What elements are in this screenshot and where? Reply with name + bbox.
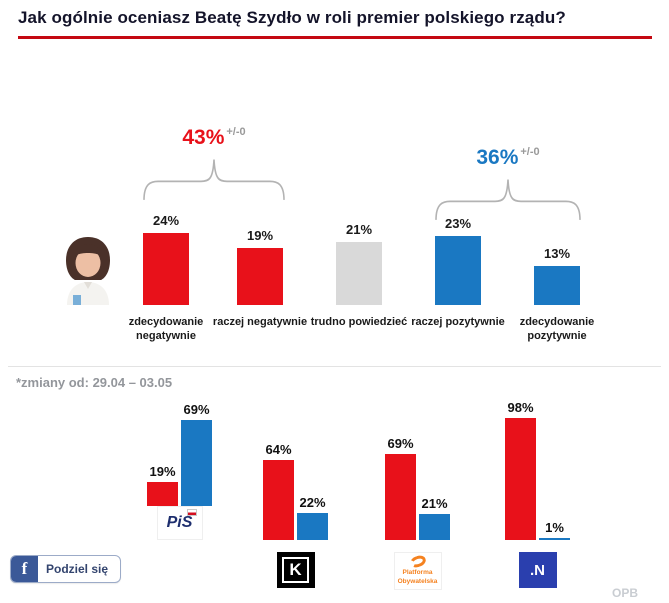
rating-bar-column: 19%raczej negatywnie	[237, 228, 283, 305]
bar-blue	[181, 420, 212, 506]
bar-value-label: 21%	[421, 496, 447, 511]
watermark: OPB	[612, 586, 638, 600]
bar-pair: 69% 21%	[385, 436, 450, 540]
party-logo-po: Platforma Obywatelska	[394, 552, 442, 590]
party-group-pis: 19% 69% PiS	[147, 402, 212, 540]
bar-red	[385, 454, 416, 540]
bar-value-label: 64%	[265, 442, 291, 457]
facebook-icon: f	[11, 555, 38, 583]
aggregate-value: 43%	[182, 126, 224, 149]
bar-value-label: 13%	[544, 246, 570, 261]
bar-pair: 98% 1%	[505, 400, 570, 541]
party-logo-label: K	[282, 557, 308, 583]
bar-value-label: 98%	[507, 400, 533, 415]
bar-value-label: 19%	[247, 228, 273, 243]
rating-bar-column: 13%zdecydowanie pozytywnie	[534, 246, 580, 305]
bar-value-label: 24%	[153, 213, 179, 228]
bar-category-label: raczej pozytywnie	[408, 315, 508, 329]
bar-value-label: 22%	[299, 495, 325, 510]
bar-value-label: 21%	[346, 222, 372, 237]
beata-szydlo-photo	[54, 232, 122, 305]
party-logo-label: .N	[530, 562, 545, 579]
footnote: *zmiany od: 29.04 – 03.05	[16, 375, 172, 390]
aggregate-negative-total: 43% +/-0	[143, 126, 285, 201]
party-group-kukiz: 64%22%K	[263, 442, 328, 540]
bar-red	[237, 248, 283, 305]
bar-red	[505, 418, 536, 541]
bar-gray	[336, 242, 382, 305]
party-group-n: 98%1%.N	[505, 400, 570, 541]
aggregate-change: +/-0	[226, 126, 245, 138]
rating-bar-column: 23%raczej pozytywnie	[435, 216, 481, 305]
bar-category-label: zdecydowanie negatywnie	[116, 315, 216, 344]
bar-value-label: 19%	[149, 464, 175, 479]
party-logo-label: PiS	[167, 514, 193, 532]
bar-category-label: zdecydowanie pozytywnie	[507, 315, 607, 344]
party-group-po: 69%21%Platforma Obywatelska	[385, 436, 450, 540]
share-button-label: Podziel się	[46, 562, 108, 576]
rating-bar-column: 24%zdecydowanie negatywnie	[143, 213, 189, 305]
facebook-share-button[interactable]: f Podziel się	[10, 555, 121, 583]
bar-category-label: trudno powiedzieć	[309, 315, 409, 329]
bar-value-label: 69%	[183, 402, 209, 417]
bar-value-label: 69%	[387, 436, 413, 451]
bar-category-label: raczej negatywnie	[210, 315, 310, 329]
brace-left-icon	[143, 153, 285, 201]
poland-flag-icon	[187, 509, 197, 516]
title-underline	[18, 36, 652, 39]
po-circle-icon	[408, 554, 427, 570]
bar-blue	[539, 538, 570, 540]
bar-red	[143, 233, 189, 305]
poll-infographic: Jak ogólnie oceniasz Beatę Szydło w roli…	[0, 0, 669, 603]
portrait-illustration	[54, 232, 122, 305]
section-divider	[8, 366, 661, 367]
brace-right-icon	[435, 173, 581, 221]
rating-bar-column: 21%trudno powiedzieć	[336, 222, 382, 305]
bar-pair: 64% 22%	[263, 442, 328, 540]
party-logo-n: .N	[519, 552, 557, 588]
bar-blue	[534, 266, 580, 305]
bar-red	[263, 460, 294, 540]
page-title: Jak ogólnie oceniasz Beatę Szydło w roli…	[18, 8, 658, 28]
bar-pair: 19% 69%	[147, 402, 212, 506]
party-logo-kukiz: K	[277, 552, 315, 588]
aggregate-value: 36%	[476, 146, 518, 169]
party-logo-label: Platforma Obywatelska	[396, 569, 440, 585]
bar-blue	[419, 514, 450, 540]
party-logo-pis: PiS	[157, 506, 203, 540]
bar-blue	[435, 236, 481, 305]
bar-red	[147, 482, 178, 506]
aggregate-positive-total: 36% +/-0	[435, 146, 581, 221]
aggregate-change: +/-0	[520, 146, 539, 158]
bar-value-label: 1%	[545, 520, 564, 535]
bar-blue	[297, 513, 328, 541]
